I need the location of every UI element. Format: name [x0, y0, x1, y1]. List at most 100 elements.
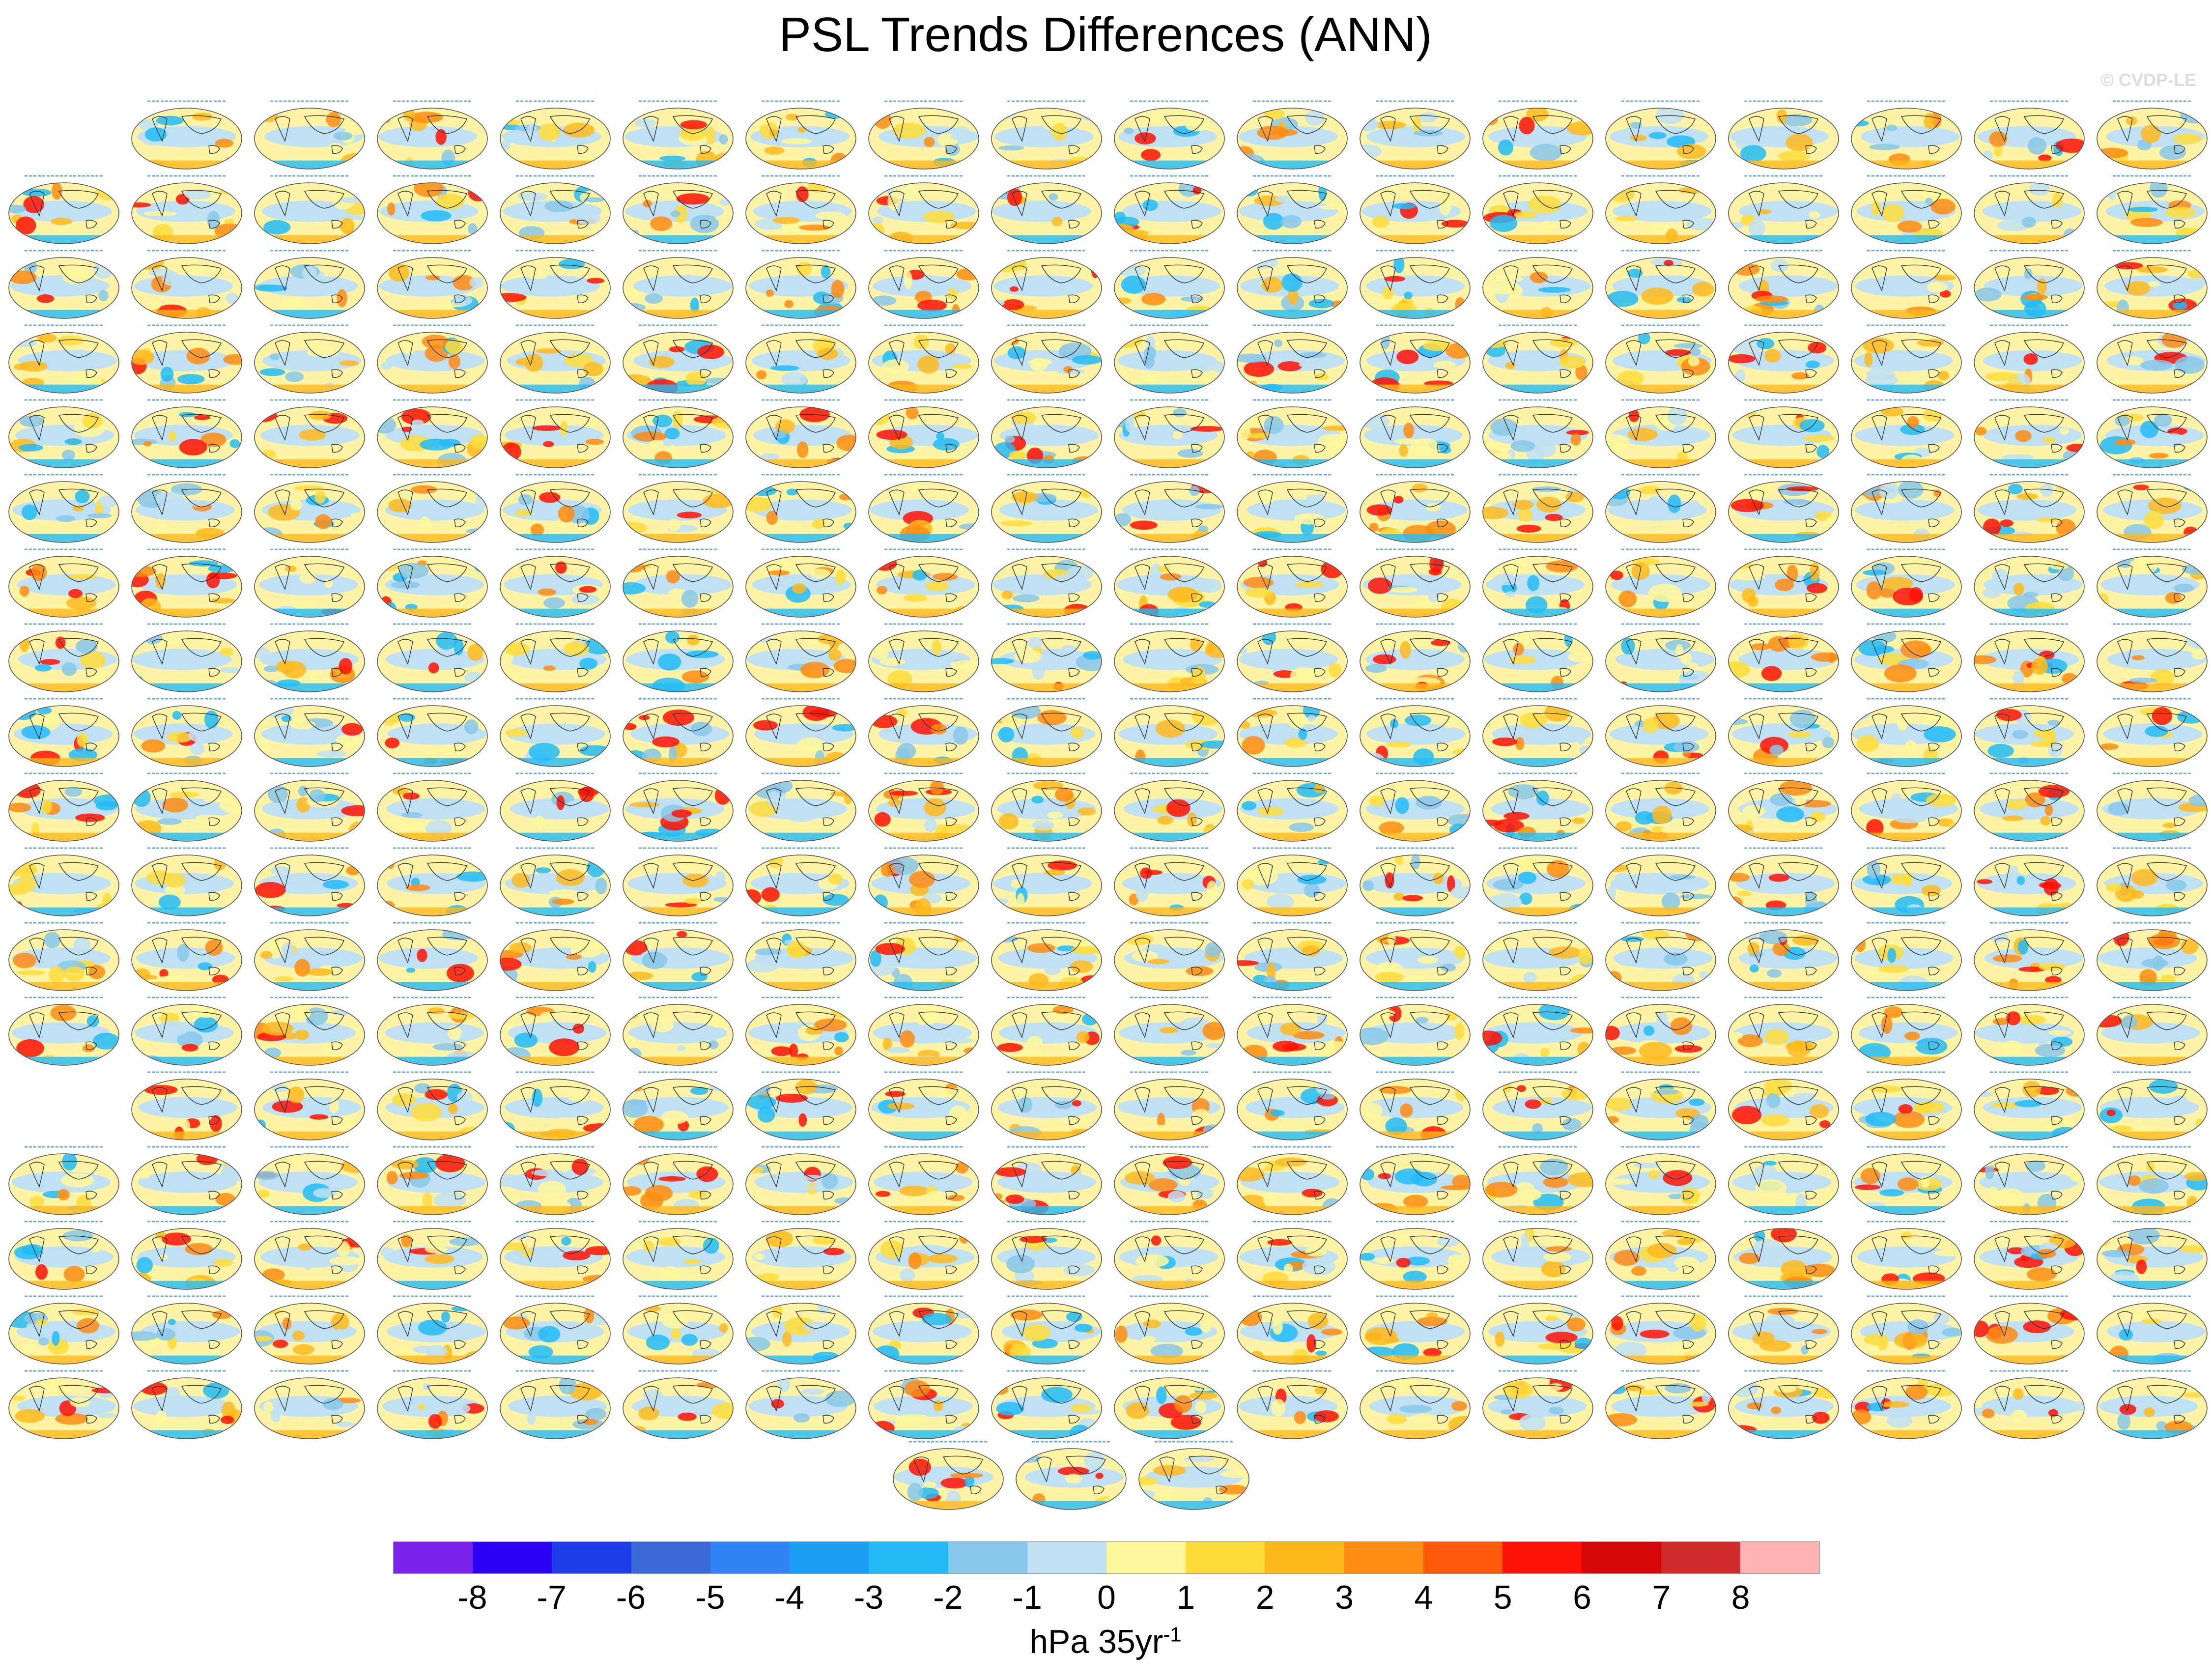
- map-panel: [1237, 1370, 1348, 1439]
- map-panel: [1114, 250, 1225, 319]
- map-panel: [254, 474, 365, 543]
- colorbar-tick-label: 1: [1176, 1579, 1195, 1616]
- colorbar-box: [1186, 1542, 1265, 1573]
- map-panel: [131, 324, 242, 394]
- map-panel: [1360, 772, 1471, 842]
- map-panel: [1482, 1221, 1593, 1290]
- map-panel: [745, 474, 856, 543]
- colorbar-box: [631, 1542, 710, 1573]
- colorbar-box: [1265, 1542, 1344, 1573]
- colorbar-box: [710, 1542, 790, 1573]
- map-panel: [1974, 847, 2085, 916]
- map-panel: [254, 1295, 365, 1365]
- map-panel: [868, 548, 979, 618]
- map-panel: [1482, 847, 1593, 916]
- map-panel: [868, 250, 979, 319]
- map-panel: [1360, 1221, 1471, 1290]
- map-panel: [1728, 1146, 1839, 1215]
- map-panel: [500, 250, 611, 319]
- map-panel: [377, 1295, 488, 1365]
- units-main: hPa 35yr: [1029, 1623, 1163, 1660]
- map-panel: [254, 175, 365, 244]
- colorbar-tick-label: -2: [933, 1579, 963, 1616]
- map-panel: [868, 1295, 979, 1365]
- map-panel: [991, 1295, 1102, 1365]
- map-panel: [2097, 324, 2208, 394]
- map-panel: [623, 250, 734, 319]
- map-panel: [254, 1221, 365, 1290]
- map-panel: [991, 772, 1102, 842]
- map-panel: [991, 1370, 1102, 1439]
- map-panel: [1360, 175, 1471, 244]
- map-panel: [1360, 250, 1471, 319]
- map-panel: [991, 474, 1102, 543]
- map-panel: [2097, 175, 2208, 244]
- map-panel: [2097, 100, 2208, 170]
- map-panel: [1482, 922, 1593, 991]
- map-panel: [1360, 623, 1471, 692]
- map-panel: [1851, 324, 1962, 394]
- map-panel: [1605, 997, 1716, 1066]
- map-panel: [1974, 698, 2085, 767]
- map-panel: [377, 997, 488, 1066]
- map-panel: [377, 548, 488, 618]
- colorbar-box: [869, 1542, 948, 1573]
- map-panel: [745, 548, 856, 618]
- map-panel: [745, 175, 856, 244]
- map-panel: [500, 922, 611, 991]
- map-panel: [1482, 698, 1593, 767]
- colorbar-box: [552, 1542, 631, 1573]
- map-panel: [2097, 1295, 2208, 1365]
- map-panel: [1728, 1295, 1839, 1365]
- map-panel: [745, 250, 856, 319]
- colorbar-box: [1582, 1542, 1661, 1573]
- map-panel: [1237, 1221, 1348, 1290]
- map-panel: [623, 1370, 734, 1439]
- map-panel: [1851, 1370, 1962, 1439]
- map-panel: [8, 250, 119, 319]
- map-panel: [1851, 1295, 1962, 1365]
- map-panel: [8, 1221, 119, 1290]
- map-panel: [1114, 399, 1225, 468]
- map-panel: [1237, 997, 1348, 1066]
- map-panel: [1114, 474, 1225, 543]
- map-panel: [1605, 1295, 1716, 1365]
- map-panel: [377, 1071, 488, 1140]
- colorbar-tick-label: -3: [853, 1579, 884, 1616]
- map-panel: [623, 1146, 734, 1215]
- map-panel: [254, 324, 365, 394]
- map-panel: [377, 772, 488, 842]
- map-panel: [1728, 922, 1839, 991]
- map-panel: [1114, 772, 1225, 842]
- map-panel: [1851, 1221, 1962, 1290]
- map-panel: [1360, 399, 1471, 468]
- map-panel: [500, 1370, 611, 1439]
- map-panel: [1360, 1146, 1471, 1215]
- map-panel: [254, 399, 365, 468]
- map-panel: [377, 847, 488, 916]
- map-panel: [131, 175, 242, 244]
- map-panel: [377, 100, 488, 170]
- map-panel: [1237, 847, 1348, 916]
- map-panel: [131, 250, 242, 319]
- map-panel: [377, 1146, 488, 1215]
- map-panel: [500, 623, 611, 692]
- map-panel: [991, 324, 1102, 394]
- map-panel: [254, 922, 365, 991]
- map-panel: [2097, 1146, 2208, 1215]
- map-panel: [623, 847, 734, 916]
- map-panel: [1974, 324, 2085, 394]
- map-panel: [1728, 250, 1839, 319]
- map-panel: [8, 474, 119, 543]
- colorbar-tick-label: 0: [1097, 1579, 1116, 1616]
- map-panel: [2097, 1221, 2208, 1290]
- map-panel: [1360, 1295, 1471, 1365]
- map-panel: [1851, 997, 1962, 1066]
- map-panel: [1114, 1295, 1225, 1365]
- map-panel: [8, 399, 119, 468]
- map-panel: [868, 997, 979, 1066]
- map-panel: [991, 922, 1102, 991]
- map-panel: [1482, 399, 1593, 468]
- map-panel: [1851, 847, 1962, 916]
- map-panel: [8, 1146, 119, 1215]
